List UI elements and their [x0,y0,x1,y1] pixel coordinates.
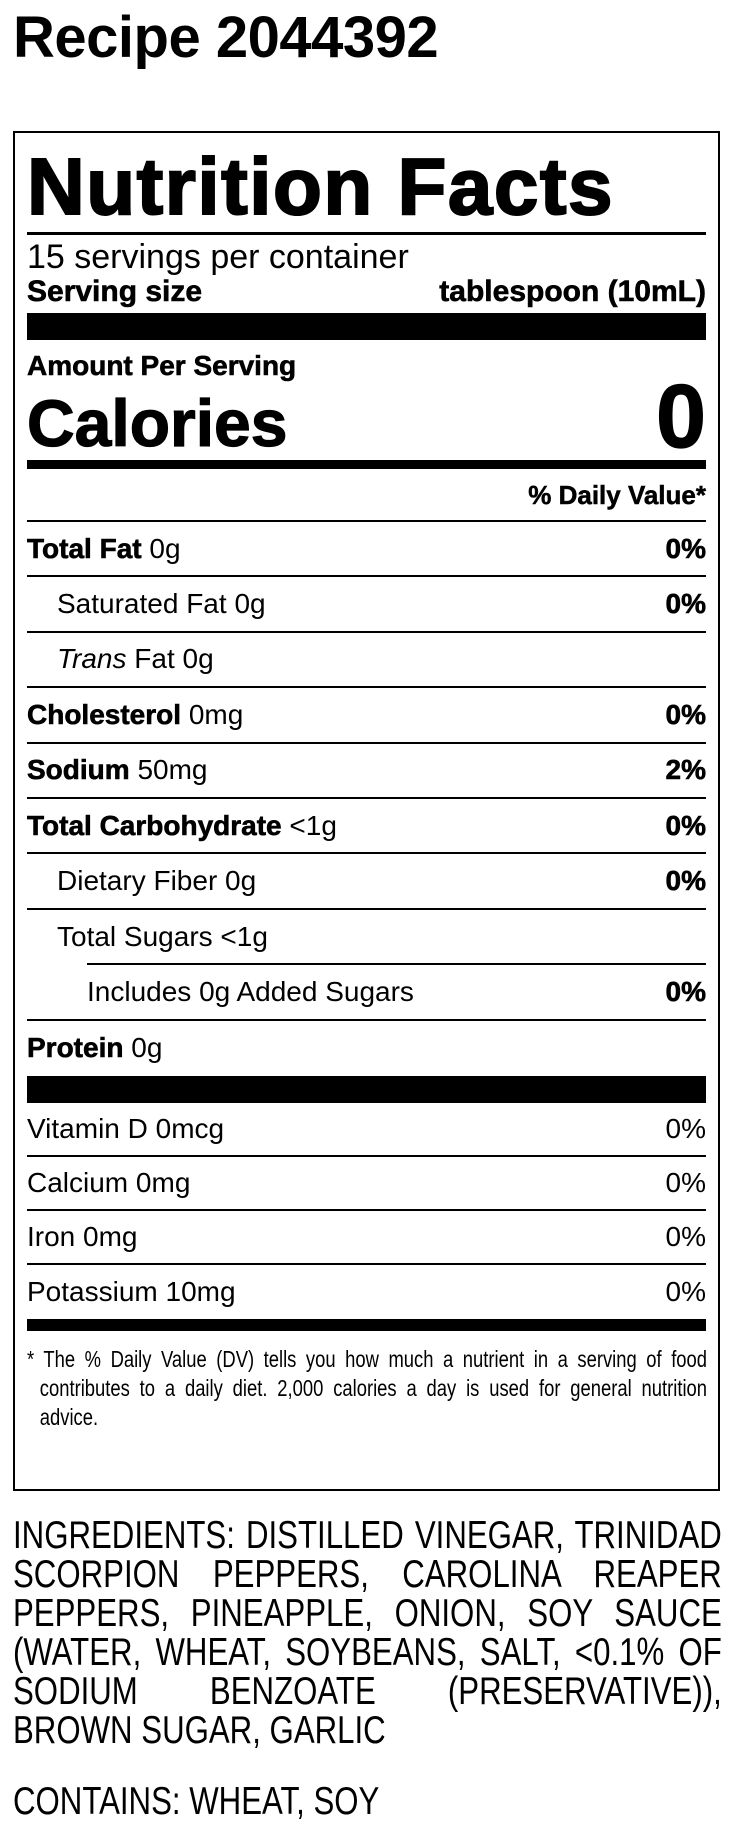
nutrient-dv: 2% [665,754,706,786]
vitamin-dv: 0% [665,1112,706,1144]
nutrient-amount: 0g [149,532,181,564]
divider-bar [27,313,706,340]
nutrient-dv: 0% [665,975,706,1008]
vitamin-row-iron: Iron 0mg 0% [27,1211,706,1265]
nutrient-name: Trans [57,643,127,675]
nutrient-row-total-fat: Total Fat 0g 0% [27,522,706,578]
vitamin-dv: 0% [665,1275,706,1307]
divider-bar [27,1075,706,1103]
nutrition-facts-title: Nutrition Facts [26,133,706,235]
nutrient-dv: 0% [665,865,706,897]
nutrient-amount: 0g [131,1032,163,1064]
allergen-statement: CONTAINS: WHEAT, SOY [13,1780,380,1823]
vitamin-name: Calcium [27,1166,129,1198]
nutrient-dv: 0% [665,698,706,731]
vitamin-amount: 10mg [165,1275,236,1307]
daily-value-header: % Daily Value* [27,469,706,522]
nutrient-row-protein: Protein 0g [27,1021,706,1076]
nutrient-name: Saturated Fat [57,588,227,620]
vitamin-row-vitamin-d: Vitamin D 0mcg 0% [27,1103,706,1157]
vitamin-dv: 0% [665,1166,706,1198]
calories-value: 0 [655,367,706,467]
nutrient-amount: 0g [234,588,266,620]
vitamin-dv: 0% [665,1220,706,1252]
nutrient-name: Cholesterol [27,698,182,731]
nutrient-name: Dietary Fiber [57,865,218,897]
serving-size-label: Serving size [27,275,203,309]
vitamin-row-potassium: Potassium 10mg 0% [27,1265,706,1319]
nutrient-row-trans-fat: Trans Fat 0g [27,633,706,689]
nutrient-row-total-sugars: Total Sugars <1g [27,910,706,966]
ingredients-list: INGREDIENTS: DISTILLED VINEGAR, TRINIDAD… [13,1514,722,1752]
nutrient-name: Total Carbohydrate [27,809,282,841]
nutrient-amount: 0mg [188,698,244,730]
nutrient-dv: 0% [665,809,706,841]
nutrient-name: Protein [27,1032,124,1064]
vitamin-name: Potassium [27,1275,158,1307]
nutrient-row-added-sugars: Includes 0g Added Sugars 0% [27,965,706,1021]
vitamin-name: Iron [27,1220,76,1252]
nutrient-name: Includes 0g Added Sugars [87,975,414,1007]
nutrient-name-suffix: Fat [126,643,175,675]
daily-value-footnote: * The % Daily Value (DV) tells you how m… [27,1345,708,1430]
nutrient-dv: 0% [665,532,706,564]
servings-per-container: 15 servings per container [27,238,409,276]
nutrient-dv: 0% [665,588,706,620]
nutrient-amount: 0g [182,643,214,675]
vitamin-amount: 0mg [83,1220,138,1252]
nutrient-amount: <1g [220,921,268,953]
serving-size-value: tablespoon (10mL) [439,275,706,309]
nutrient-name: Total Fat [27,532,142,564]
recipe-title: Recipe 2044392 [13,5,439,70]
nutrient-amount: 50mg [137,754,208,786]
calories-row: Calories 0 [26,371,707,469]
nutrient-amount: <1g [289,809,337,841]
vitamin-name: Vitamin D [27,1112,148,1144]
vitamin-amount: 0mg [135,1166,191,1198]
amount-per-serving: Amount Per Serving [27,350,297,382]
nutrition-facts-label: Nutrition Facts 15 servings per containe… [13,131,720,1491]
nutrient-row-dietary-fiber: Dietary Fiber 0g 0% [27,854,706,910]
nutrient-name: Sodium [27,754,130,786]
vitamin-row-calcium: Calcium 0mg 0% [27,1157,706,1211]
serving-size: Serving size tablespoon (10mL) [27,274,707,312]
vitamin-amount: 0mcg [155,1112,225,1144]
calories-label: Calories [26,385,288,460]
divider-bar [27,1318,706,1331]
nutrient-row-saturated-fat: Saturated Fat 0g 0% [27,577,706,633]
nutrient-row-total-carbohydrate: Total Carbohydrate <1g 0% [27,799,706,855]
nutrient-name: Total Sugars [57,921,213,953]
nutrient-row-sodium: Sodium 50mg 2% [27,744,706,799]
nutrient-amount: 0g [225,865,257,897]
nutrient-row-cholesterol: Cholesterol 0mg 0% [27,688,706,744]
